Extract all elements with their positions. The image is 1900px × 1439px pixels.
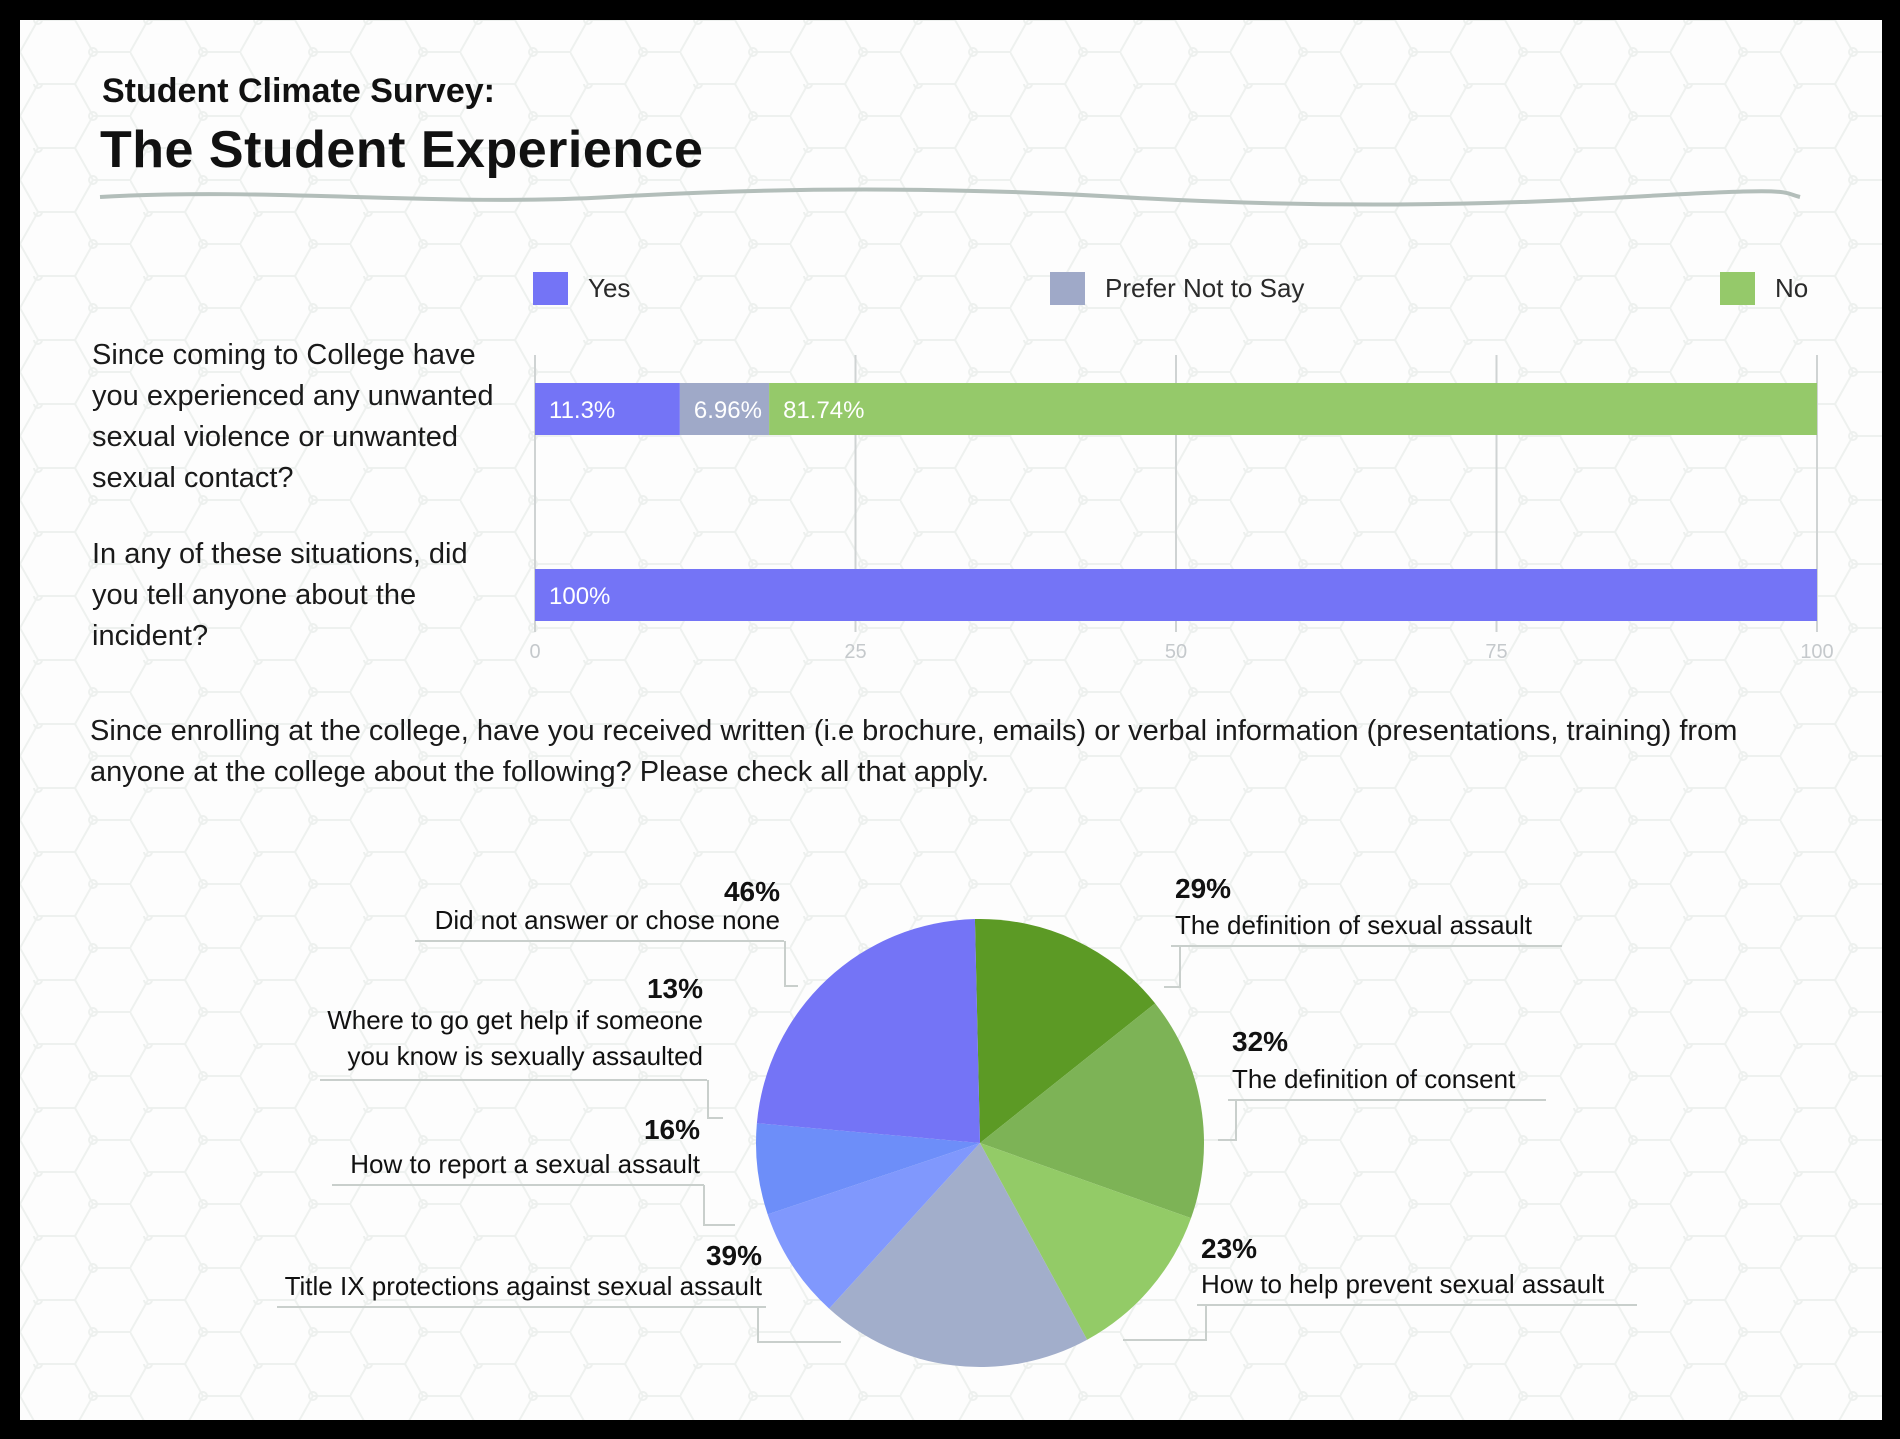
bar-segment xyxy=(769,383,1817,435)
legend-swatch-no xyxy=(1720,271,1755,305)
legend-item-no: No xyxy=(1720,271,1808,305)
pie-category-label: How to report a sexual assault xyxy=(350,1149,701,1179)
pie-slice xyxy=(974,919,1156,1143)
infographic-panel: Student Climate Survey: The Student Expe… xyxy=(20,20,1882,1420)
legend-swatch-yes xyxy=(533,271,568,305)
bar-segment xyxy=(535,383,680,435)
wavy-divider xyxy=(99,187,1801,207)
pie-category-label: The definition of sexual assault xyxy=(1175,910,1533,940)
pie-category-label: you know is sexually assaulted xyxy=(347,1041,703,1071)
legend-item-prefer-not: Prefer Not to Say xyxy=(1050,271,1304,305)
leader-connector xyxy=(1218,1100,1237,1141)
leader-connector xyxy=(707,1080,723,1119)
pie-percent-label: 32% xyxy=(1232,1026,1288,1057)
x-tick-label: 100 xyxy=(1800,641,1833,663)
leader-connector xyxy=(1123,1305,1207,1341)
legend-swatch-prefer-not xyxy=(1050,271,1085,305)
pie-category-label: How to help prevent sexual assault xyxy=(1201,1269,1605,1299)
pie-percent-label: 23% xyxy=(1201,1233,1257,1264)
pie-percent-label: 46% xyxy=(724,876,780,907)
pie-category-label: Did not answer or chose none xyxy=(435,905,780,935)
question-2-text: In any of these situations, did you tell… xyxy=(92,538,468,652)
survey-supertitle: Student Climate Survey: xyxy=(102,72,495,110)
bar-value-label: 81.74% xyxy=(783,397,864,424)
legend-item-yes: Yes xyxy=(533,271,630,305)
pie-category-label: Title IX protections against sexual assa… xyxy=(285,1271,763,1301)
pie-percent-label: 29% xyxy=(1175,873,1231,904)
stacked-bar-chart: 0 25 50 75 100 11.3% 6.96% 81.74% 100% xyxy=(529,355,1834,663)
pie-slice xyxy=(980,1003,1204,1219)
pie-slice xyxy=(980,1143,1192,1340)
pie-category-label: The definition of consent xyxy=(1232,1064,1516,1094)
pie-category-label: Where to go get help if someone xyxy=(327,1005,703,1035)
x-tick-label: 50 xyxy=(1165,641,1187,663)
pie-slice xyxy=(756,919,980,1143)
pie-slice xyxy=(829,1143,1088,1367)
pie-percent-label: 39% xyxy=(706,1240,762,1271)
page-title: The Student Experience xyxy=(100,121,704,179)
x-tick-label: 0 xyxy=(529,641,540,663)
bar-value-label: 6.96% xyxy=(694,397,762,424)
bar-value-label: 100% xyxy=(549,583,610,610)
question-1-text: Since coming to College have you experie… xyxy=(92,339,494,494)
x-tick-label: 75 xyxy=(1485,641,1507,663)
leader-connector xyxy=(757,1307,841,1343)
leader-connector xyxy=(703,1185,735,1226)
legend-label-prefer-not: Prefer Not to Say xyxy=(1105,272,1305,303)
legend-label-yes: Yes xyxy=(588,272,631,303)
bar-value-label: 11.3% xyxy=(549,397,615,424)
leader-connector xyxy=(784,941,798,987)
question-3-text: Since enrolling at the college, have you… xyxy=(90,715,1738,788)
pie-slice xyxy=(767,1143,980,1309)
pie-slice xyxy=(756,1123,980,1215)
pie-percent-label: 16% xyxy=(644,1114,700,1145)
bar-segment xyxy=(535,569,1817,621)
x-tick-label: 25 xyxy=(844,641,866,663)
pie-percent-label: 13% xyxy=(647,973,703,1004)
pie-chart: 29% The definition of sexual assault 32% Th… xyxy=(277,873,1637,1367)
legend-label-no: No xyxy=(1775,272,1809,303)
bar-segment xyxy=(679,383,770,435)
leader-connector xyxy=(1164,946,1181,988)
